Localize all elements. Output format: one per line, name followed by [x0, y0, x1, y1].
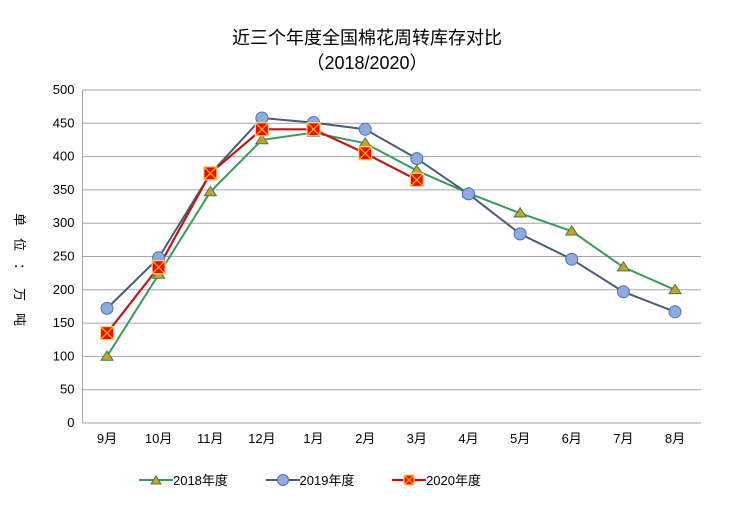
svg-text:400: 400: [53, 149, 75, 164]
svg-text:3月: 3月: [407, 431, 427, 446]
svg-text:6月: 6月: [562, 431, 582, 446]
svg-text:100: 100: [53, 348, 75, 363]
svg-text:0: 0: [67, 415, 74, 430]
svg-text:150: 150: [53, 315, 75, 330]
svg-text:200: 200: [53, 282, 75, 297]
svg-text:10月: 10月: [145, 431, 172, 446]
svg-text:450: 450: [53, 115, 75, 130]
svg-text:1月: 1月: [303, 431, 323, 446]
svg-text:500: 500: [53, 82, 75, 97]
svg-text:9月: 9月: [97, 431, 117, 446]
svg-text:50: 50: [60, 382, 74, 397]
svg-text:5月: 5月: [510, 431, 530, 446]
svg-text:11月: 11月: [197, 431, 224, 446]
svg-text:8月: 8月: [665, 431, 685, 446]
svg-text:250: 250: [53, 249, 75, 264]
svg-text:12月: 12月: [248, 431, 275, 446]
svg-text:300: 300: [53, 215, 75, 230]
svg-text:7月: 7月: [613, 431, 633, 446]
svg-text:2月: 2月: [355, 431, 375, 446]
svg-text:350: 350: [53, 182, 75, 197]
svg-text:4月: 4月: [458, 431, 478, 446]
